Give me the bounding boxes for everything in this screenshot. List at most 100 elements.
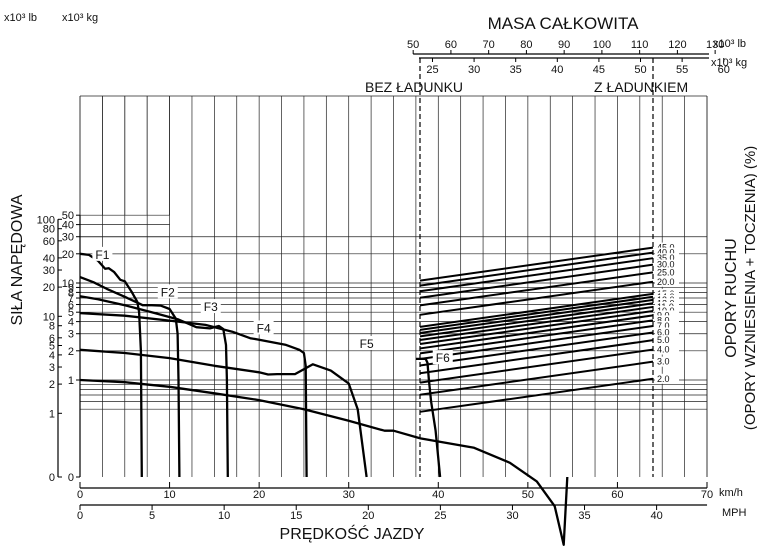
curve-f2 <box>79 276 181 478</box>
resistance-label-bg <box>655 327 679 338</box>
resistance-line <box>419 331 654 367</box>
y-tick-label-kg: 7 <box>68 293 74 305</box>
resistance-label: 25.0 <box>657 267 675 277</box>
x-tick-label-mph: 15 <box>290 510 302 522</box>
y-tick-label-kg: 0 <box>68 472 74 484</box>
curve-label: F2 <box>161 285 175 299</box>
resistance-label-bg <box>655 259 679 270</box>
resistance-line <box>419 319 654 355</box>
mass-tick-label-kg: 60 <box>718 64 730 76</box>
curve-label-bg <box>92 246 113 261</box>
y-tick-label-lb: 20 <box>43 282 55 294</box>
x-tick-label-mph: 0 <box>77 510 83 522</box>
x-tick-label-mph: 40 <box>650 510 662 522</box>
mass-tick-label-kg: 40 <box>551 64 563 76</box>
curve-label-bg <box>356 336 377 351</box>
x-unit-kmh: km/h <box>719 487 743 499</box>
y-tick-label-lb: 80 <box>43 224 55 236</box>
resistance-line <box>419 295 654 331</box>
x-tick-label-kmh: 60 <box>611 489 623 501</box>
curve-f3 <box>79 295 229 478</box>
mass-tick-label-lb: 100 <box>593 39 611 51</box>
y-tick-label-kg: 8 <box>68 287 74 299</box>
x-tick-label-mph: 5 <box>149 510 155 522</box>
resistance-label-bg <box>655 247 679 258</box>
resistance-label-bg <box>655 373 679 384</box>
resistance-line <box>419 348 654 384</box>
resistance-label-bg <box>655 320 679 331</box>
empty-label: BEZ ŁADUNKU <box>365 79 463 95</box>
resistance-line <box>419 298 654 334</box>
resistance-label: 30.0 <box>657 260 675 270</box>
y-tick-label-kg: 10 <box>62 278 74 290</box>
curve-label-bg <box>200 299 221 314</box>
y-tick-label-kg: 5 <box>68 307 74 319</box>
chart-title: MASA CAŁKOWITA <box>488 14 639 33</box>
y-tick-label-kg: 2 <box>68 346 74 358</box>
x-tick-label-mph: 20 <box>362 510 374 522</box>
chart-grid <box>79 58 708 477</box>
resistance-label: 7.0 <box>657 321 670 331</box>
resistance-line <box>419 377 654 413</box>
y-tick-label-lb: 5 <box>49 341 55 353</box>
y-tick-label-kg: 30 <box>62 232 74 244</box>
mass-tick-label-kg: 35 <box>510 64 522 76</box>
x-tick-label-kmh: 40 <box>432 489 444 501</box>
y-tick-label-lb: 60 <box>43 236 55 248</box>
resistance-label-bg <box>655 356 679 367</box>
x-tick-label-mph: 10 <box>218 510 230 522</box>
mass-tick-label-kg: 30 <box>468 64 480 76</box>
mass-tick-label-lb: 70 <box>483 39 495 51</box>
resistance-line <box>419 314 654 350</box>
mass-tick-label-kg: 50 <box>634 64 646 76</box>
x-unit-mph: MPH <box>722 507 747 519</box>
right-axis-label-2: (OPORY WZNIESIENIA + TOCZENIA) (%) <box>742 146 757 430</box>
resistance-label-bg <box>655 335 679 346</box>
curve-label: F3 <box>204 300 218 314</box>
resistance-line <box>419 302 654 338</box>
resistance-label: 35.0 <box>657 253 675 263</box>
y-tick-label-lb: 10 <box>43 311 55 323</box>
y-tick-label-lb: 8 <box>49 321 55 333</box>
resistance-label-bg <box>655 344 679 355</box>
resistance-label: 3.0 <box>657 357 670 367</box>
chart-axes: 5040302010987654321010080604030201086543… <box>37 39 730 522</box>
x-axis-label: PRĘDKOŚĆ JAZDY <box>280 524 425 543</box>
x-tick-label-kmh: 70 <box>701 489 713 501</box>
resistance-line <box>419 246 654 282</box>
resistance-line <box>419 263 654 299</box>
y-tick-label-lb: 40 <box>43 253 55 265</box>
mass-tick-label-lb: 120 <box>668 39 686 51</box>
right-axis-label: OPORY RUCHU <box>723 238 740 357</box>
mass-tick-label-lb: 90 <box>558 39 570 51</box>
resistance-line <box>419 257 654 293</box>
y-tick-label-lb: 100 <box>37 214 55 226</box>
curve-loaded-extension <box>415 357 442 478</box>
mass-unit-kg: x10³ kg <box>711 57 747 69</box>
resistance-line <box>419 280 654 316</box>
curve-label-bg <box>432 350 453 365</box>
y-tick-label-kg: 20 <box>62 249 74 261</box>
x-tick-label-kmh: 10 <box>163 489 175 501</box>
y-tick-label-kg: 4 <box>68 317 74 329</box>
y-tick-label-lb: 30 <box>43 265 55 277</box>
x-tick-label-mph: 35 <box>578 510 590 522</box>
resistance-label: 4.0 <box>657 345 670 355</box>
x-tick-label-mph: 25 <box>434 510 446 522</box>
resistance-line <box>419 309 654 345</box>
y-unit-kg: x10³ kg <box>62 12 98 24</box>
y-unit-lb: x10³ lb <box>4 12 37 24</box>
resistance-line <box>419 271 654 307</box>
curve-label: F1 <box>95 248 109 262</box>
loaded-label: Z ŁADUNKIEM <box>594 79 688 95</box>
resistance-label: 6.0 <box>657 327 670 337</box>
x-tick-label-kmh: 20 <box>253 489 265 501</box>
resistance-lines: 45.040.035.030.025.020.015.014.013.012.0… <box>419 242 679 413</box>
mass-tick-label-kg: 55 <box>676 64 688 76</box>
y-tick-label-lb: 2 <box>49 379 55 391</box>
curve-f6 <box>79 378 569 546</box>
mass-tick-label-lb: 60 <box>445 39 457 51</box>
resistance-label-bg <box>655 315 679 326</box>
y-tick-label-lb: 3 <box>49 362 55 374</box>
